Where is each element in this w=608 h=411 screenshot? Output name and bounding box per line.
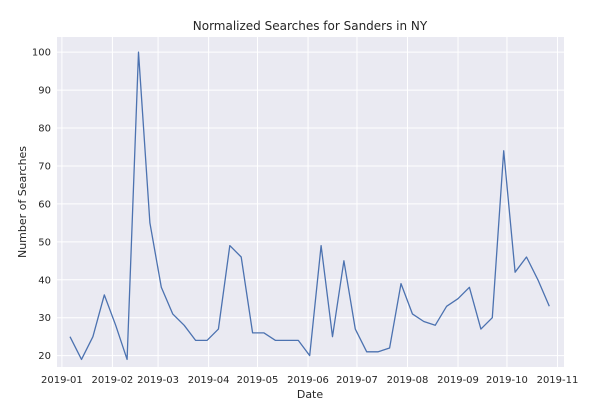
y-tick-label: 30 [38,313,51,324]
x-tick-label: 2019-01 [41,375,83,386]
y-tick-label: 80 [38,124,51,135]
y-tick-label: 60 [38,199,51,210]
y-tick-label: 50 [38,237,51,248]
series-line [69,51,550,361]
x-tick-label: 2019-10 [486,375,528,386]
y-axis-ticks: 20 30 40 50 60 70 80 90 100 [32,48,51,362]
x-tick-label: 2019-09 [437,375,479,386]
y-tick-label: 90 [38,86,51,97]
y-axis-label: Number of Searches [16,146,29,258]
x-tick-label: 2019-06 [287,375,329,386]
y-tick-label: 20 [38,351,51,362]
y-tick-label: 70 [38,161,51,172]
x-tick-label: 2019-04 [188,375,230,386]
y-tick-label: 40 [38,275,51,286]
x-tick-label: 2019-07 [336,375,378,386]
x-tick-label: 2019-08 [387,375,429,386]
y-tick-label: 100 [32,48,51,59]
x-tick-label: 2019-02 [92,375,134,386]
chart-title: Normalized Searches for Sanders in NY [193,19,428,33]
x-axis-ticks: 2019-01 2019-02 2019-03 2019-04 2019-05 2019-… [41,375,578,386]
x-axis-label: Date [297,388,324,401]
x-tick-label: 2019-11 [537,375,579,386]
x-tick-label: 2019-03 [137,375,179,386]
x-tick-label: 2019-05 [237,375,279,386]
